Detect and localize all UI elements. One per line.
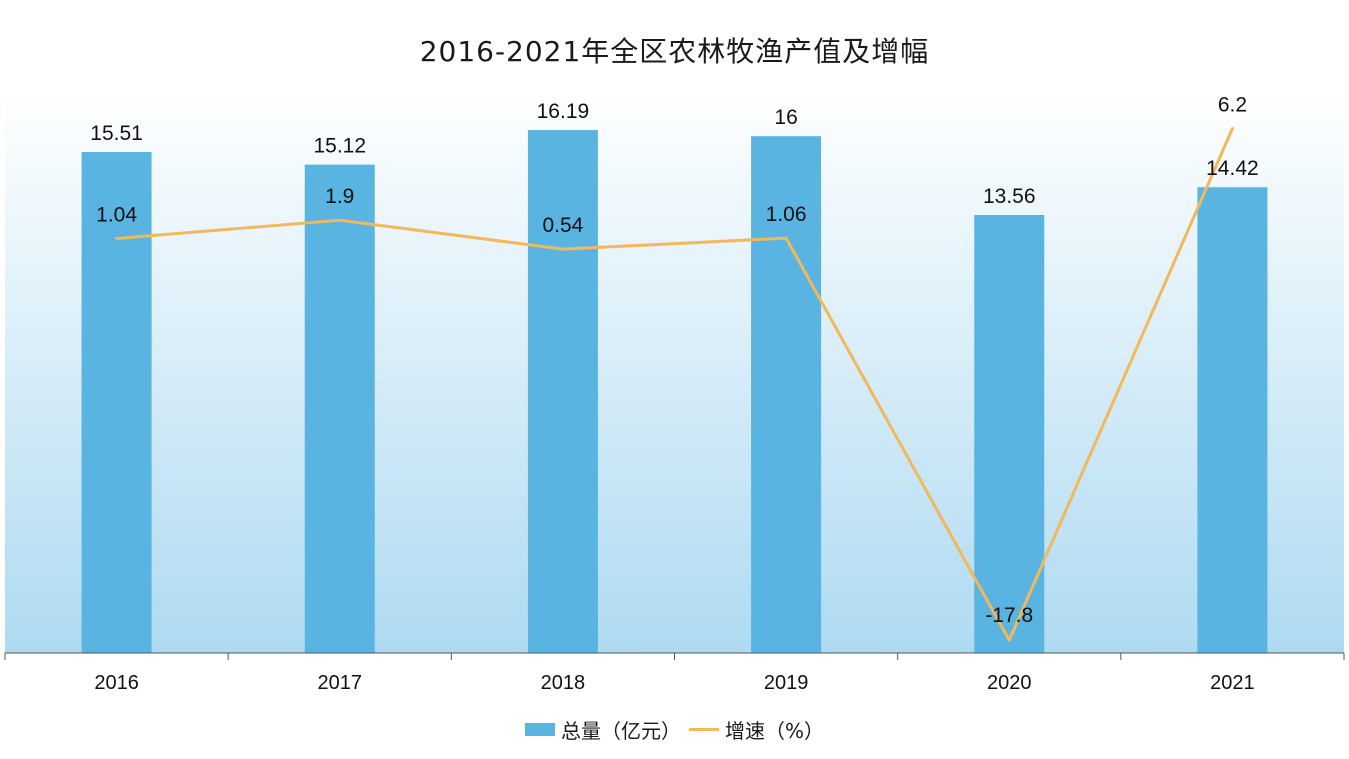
legend-item-growth[interactable]: 增速（%） xyxy=(688,715,824,744)
legend-total-label: 总量（亿元） xyxy=(560,719,681,743)
bar-value-label-2018: 16.19 xyxy=(537,100,590,123)
growth-point-2017[interactable] xyxy=(338,218,342,222)
bar-2019[interactable] xyxy=(751,136,822,653)
growth-value-label-2021: 6.2 xyxy=(1218,94,1247,117)
combo-chart: 2016 2017 2018 2019 2020 2021 15.51 15.12 16.19… xyxy=(4,88,1345,694)
bar-2016[interactable] xyxy=(81,152,152,654)
bar-value-label-2019: 16 xyxy=(774,106,797,129)
line-layer xyxy=(115,127,1234,642)
bar-2018[interactable] xyxy=(527,130,598,654)
x-tick-label-2021: 2021 xyxy=(1210,672,1255,694)
data-labels: 15.51 15.12 16.19 16 13.56 14.42 1.04 1.9 0.54 1.… xyxy=(90,94,1258,628)
growth-value-label-2018: 0.54 xyxy=(542,214,583,237)
growth-point-2019[interactable] xyxy=(784,236,788,240)
growth-value-label-2017: 1.9 xyxy=(325,185,354,208)
legend-line-swatch xyxy=(688,728,719,731)
x-axis: 2016 2017 2018 2019 2020 2021 xyxy=(4,652,1345,694)
bar-value-label-2017: 15.12 xyxy=(313,135,366,158)
growth-point-2016[interactable] xyxy=(115,237,119,241)
growth-value-label-2019: 1.06 xyxy=(766,203,807,226)
legend: 总量（亿元） 增速（%） xyxy=(0,715,1349,744)
growth-value-label-2016: 1.04 xyxy=(96,204,137,227)
growth-point-2020[interactable] xyxy=(1007,638,1011,642)
bar-value-label-2020: 13.56 xyxy=(983,185,1036,208)
x-tick-label-2020: 2020 xyxy=(987,672,1032,694)
x-tick-label-2019: 2019 xyxy=(764,672,809,694)
legend-item-total[interactable]: 总量（亿元） xyxy=(524,715,681,744)
growth-line[interactable] xyxy=(116,127,1234,642)
legend-growth-label: 增速（%） xyxy=(724,719,824,743)
bar-value-label-2021: 14.42 xyxy=(1206,157,1259,180)
growth-point-2018[interactable] xyxy=(561,247,565,251)
x-tick-label-2016: 2016 xyxy=(94,672,139,694)
bar-2017[interactable] xyxy=(304,164,375,653)
x-tick-label-2018: 2018 xyxy=(541,672,586,694)
growth-value-label-2020: -17.8 xyxy=(985,604,1033,627)
bar-value-label-2016: 15.51 xyxy=(90,122,143,145)
bar-2020[interactable] xyxy=(974,215,1045,653)
x-tick-label-2017: 2017 xyxy=(318,672,363,694)
chart-title: 2016-2021年全区农林牧渔产值及增幅 xyxy=(419,35,930,68)
bar-2021[interactable] xyxy=(1197,187,1268,653)
growth-point-2021[interactable] xyxy=(1230,127,1234,131)
plot-area xyxy=(5,88,1344,653)
legend-bar-swatch xyxy=(524,723,555,736)
